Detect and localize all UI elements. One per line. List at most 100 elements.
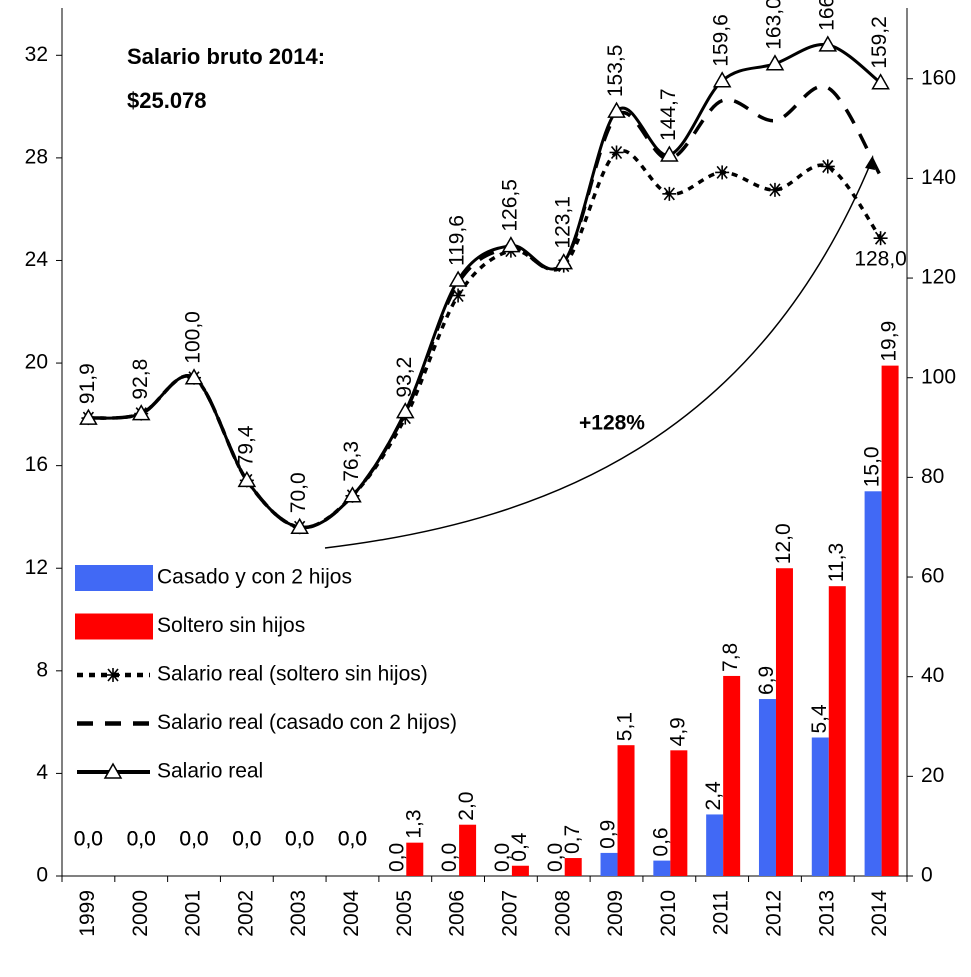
bar-value-label: 0,0 [232,828,261,851]
bar-value-label: 11,3 [825,543,848,582]
bar [864,491,882,876]
bar-value-label: 0,0 [285,828,314,851]
bar-value-label: 19,9 [878,321,901,362]
y2-tick-label: 80 [921,465,944,488]
bar-value-label: 0,0 [179,828,208,851]
line-value-label: 91,9 [76,363,99,404]
bar-value-label: 0,0 [74,828,103,851]
marker-star [820,159,835,174]
line-value-label: 159,6 [710,14,733,67]
bar-value-label: 4,9 [666,717,689,746]
bar-value-label: 0,4 [508,832,531,862]
bar [511,865,529,876]
annotation: $25.078 [127,88,207,113]
line [88,148,883,530]
x-tick-label: 2009 [604,890,627,937]
x-tick-label: 2014 [868,890,891,937]
marker-triangle [237,470,257,488]
bar-value-label: 2,0 [455,792,478,821]
bar-value-label: 0,0 [385,843,408,872]
y-tick-label: 0 [36,864,48,887]
y2-tick-label: 160 [921,66,956,89]
x-tick-label: 2012 [763,890,786,937]
marker-triangle [871,73,890,90]
y2-tick-label: 40 [921,664,944,687]
bar [811,737,829,876]
bar-value-label: 5,4 [808,704,831,734]
bar-value-label: 7,8 [719,643,742,672]
bar-value-label: 0,0 [285,828,314,851]
y-tick-label: 12 [25,556,48,579]
bar [706,814,724,876]
x-tick-label: 2007 [498,890,521,937]
marker-star [767,182,782,197]
x-tick-label: 1999 [76,890,99,937]
x-tick-label: 2013 [815,890,838,937]
line-value-label: 100,0 [182,311,205,364]
marker-triangle [448,270,468,287]
marker-triangle [712,71,732,88]
marker-triangle [607,101,626,118]
y2-tick-label: 0 [921,864,933,887]
x-tick-label: 2003 [287,890,310,937]
marker-triangle [660,145,679,162]
bar [775,568,793,876]
x-tick-label: 2010 [657,890,680,937]
line-value-label: 166,8 [815,0,838,31]
line-value-label: 144,7 [657,88,680,141]
x-tick-label: 2008 [551,890,574,937]
y-tick-label: 24 [25,248,49,271]
legend-label: Casado y con 2 hijos [157,566,352,589]
bar-value-label: 0,0 [338,828,367,851]
marker-triangle [79,408,98,425]
y2-tick-label: 120 [921,266,956,289]
x-tick-label: 2006 [446,890,469,937]
marker-star [609,145,624,160]
x-tick-label: 2004 [340,890,363,937]
line-value-label: 159,2 [868,16,891,69]
legend-label: Salario real (casado con 2 hijos) [157,711,457,734]
line [88,84,883,530]
marker-triangle [818,35,838,52]
bar [881,365,899,876]
legend-label: Salario real (soltero sin hijos) [157,663,428,686]
legend-swatch [75,613,153,640]
y-tick-label: 16 [25,453,48,476]
line-value-label: 153,5 [604,45,627,98]
marker-triangle [290,517,309,534]
marker-star [715,165,730,180]
y-tick-label: 32 [25,43,48,66]
bar-value-label: 0,0 [232,828,261,851]
arrow-head [865,155,875,170]
marker-triangle [103,762,123,779]
line-value-label: 93,2 [393,357,416,398]
bar-value-label: 12,0 [772,523,795,564]
line-value-label: 76,3 [340,441,363,482]
bar-value-label: 0,0 [491,843,514,872]
y2-tick-label: 100 [921,365,956,388]
legend-label: Salario real [157,760,263,783]
bar-value-label: 0,0 [338,828,367,851]
bar-value-label: 0,0 [544,843,567,872]
marker-triangle [343,486,362,503]
line-value-label: 79,4 [234,425,257,466]
bar [617,745,635,876]
growth-arrow [324,159,873,549]
marker-triangle [131,404,151,421]
line-value-label: 126,5 [498,179,521,232]
y2-tick-label: 140 [921,166,956,189]
bar-value-label: 0,9 [597,820,620,849]
bar-value-label: 0,6 [649,827,672,856]
bar [600,852,618,876]
bar [758,699,776,876]
x-tick-label: 2002 [234,890,257,937]
marker-star [873,231,888,246]
bar-value-label: 0,0 [127,828,156,851]
x-tick-label: 2005 [393,890,416,937]
legend-swatch [75,565,153,591]
bar-value-label: 0,0 [438,843,461,872]
bar-value-label: 2,4 [702,781,725,811]
bar-value-label: 0,7 [561,825,584,854]
marker-triangle [395,402,415,419]
bar-value-label: 6,9 [755,666,778,695]
